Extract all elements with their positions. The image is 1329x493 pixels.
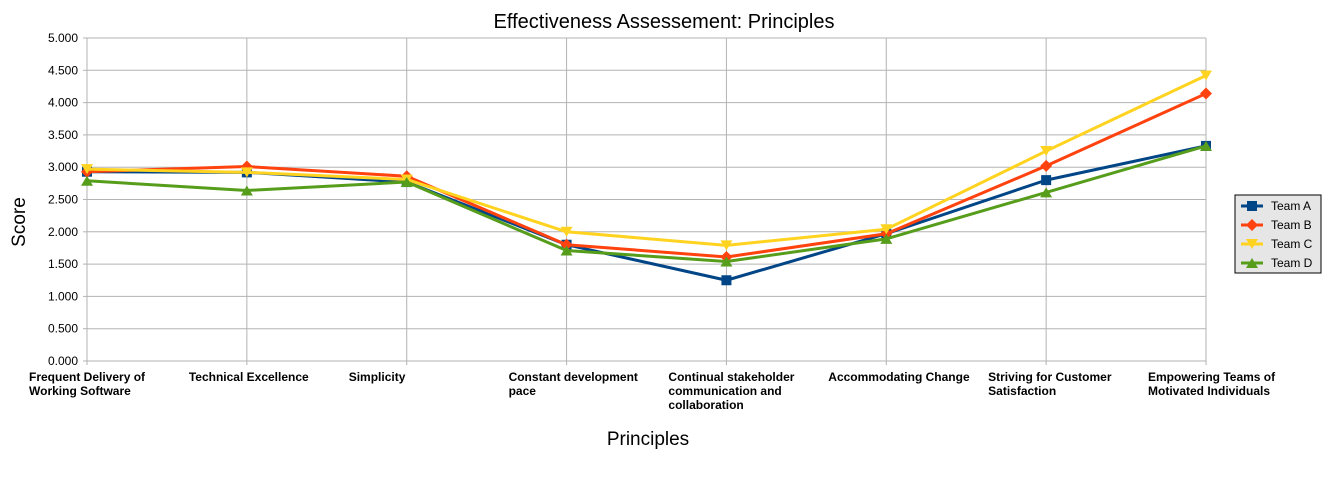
x-tick-label: Frequent Delivery of Working Software (29, 370, 146, 398)
legend-item: Team A (1241, 199, 1311, 213)
marker-triangle-up (240, 185, 253, 196)
x-tick-label: Empowering Teams of Motivated Individuals (1148, 370, 1276, 398)
marker-triangle-down (880, 224, 893, 235)
y-tick-label: 2.000 (48, 225, 78, 239)
y-tick-label: 1.000 (48, 289, 78, 303)
marker-square (1247, 201, 1257, 211)
series-team-d (81, 140, 1212, 267)
series-line (86, 92, 1207, 259)
legend-item: Team C (1241, 237, 1313, 251)
x-tick-label: Simplicity (349, 370, 406, 384)
x-tick-label: Striving for Customer Satisfaction (988, 370, 1112, 398)
x-tick-label: Accommodating Change (828, 370, 970, 384)
y-tick-label: 1.500 (48, 257, 78, 271)
legend-label: Team D (1271, 256, 1313, 270)
marker-triangle-down (81, 164, 93, 175)
marker-square (1041, 175, 1052, 186)
chart-title: Effectiveness Assessement: Principles (494, 11, 835, 33)
legend-item: Team B (1241, 218, 1312, 232)
marker-triangle-down (1246, 239, 1258, 249)
marker-triangle-down (560, 226, 573, 237)
y-tick-label: 3.500 (48, 128, 78, 142)
x-tick-label: Technical Excellence (189, 370, 309, 384)
series-line (86, 74, 1207, 247)
marker-triangle-up (1246, 258, 1258, 268)
series-team-a (82, 140, 1211, 286)
legend-label: Team B (1271, 218, 1312, 232)
plot-area (81, 70, 1212, 286)
x-axis-ticks: Frequent Delivery of Working Software Tech… (29, 370, 1276, 412)
marker-triangle-up (560, 245, 573, 256)
marker-triangle-up (1200, 140, 1212, 151)
x-tick-label: Constant development pace (509, 370, 638, 398)
marker-triangle-down (240, 167, 253, 178)
marker-diamond (1246, 219, 1258, 231)
legend-label: Team C (1271, 237, 1313, 251)
marker-diamond (1200, 87, 1212, 100)
series-line (86, 144, 1207, 264)
legend: Team A Team B Team C Team D (1234, 194, 1322, 274)
series-team-c (81, 70, 1212, 251)
y-tick-label: 0.500 (48, 322, 78, 336)
marker-triangle-down (720, 240, 733, 251)
y-tick-label: 4.000 (48, 96, 78, 110)
y-tick-label: 0.000 (48, 354, 78, 368)
marker-triangle-up (880, 233, 893, 244)
marker-triangle-up (81, 175, 93, 186)
marker-triangle-down (1200, 70, 1212, 81)
y-tick-label: 3.000 (48, 160, 78, 174)
legend-item: Team D (1241, 256, 1313, 270)
y-tick-label: 5.000 (48, 31, 78, 45)
y-tick-label: 4.500 (48, 63, 78, 77)
marker-triangle-up (400, 177, 413, 188)
x-axis-title: Principles (607, 429, 689, 450)
y-axis-title: Score (9, 197, 30, 247)
marker-square (721, 275, 732, 286)
x-tick-label: Continual stakeholder communication and co… (668, 370, 794, 412)
marker-triangle-up (720, 256, 733, 267)
y-tick-label: 2.500 (48, 193, 78, 207)
y-axis-ticks: 0.000 0.500 1.000 1.500 2.000 2.500 3.000 3.500… (48, 31, 78, 368)
marker-diamond (1040, 159, 1053, 172)
legend-label: Team A (1271, 199, 1311, 213)
marker-triangle-down (1040, 146, 1053, 157)
marker-triangle-up (1040, 187, 1053, 198)
gridlines (83, 37, 1207, 365)
